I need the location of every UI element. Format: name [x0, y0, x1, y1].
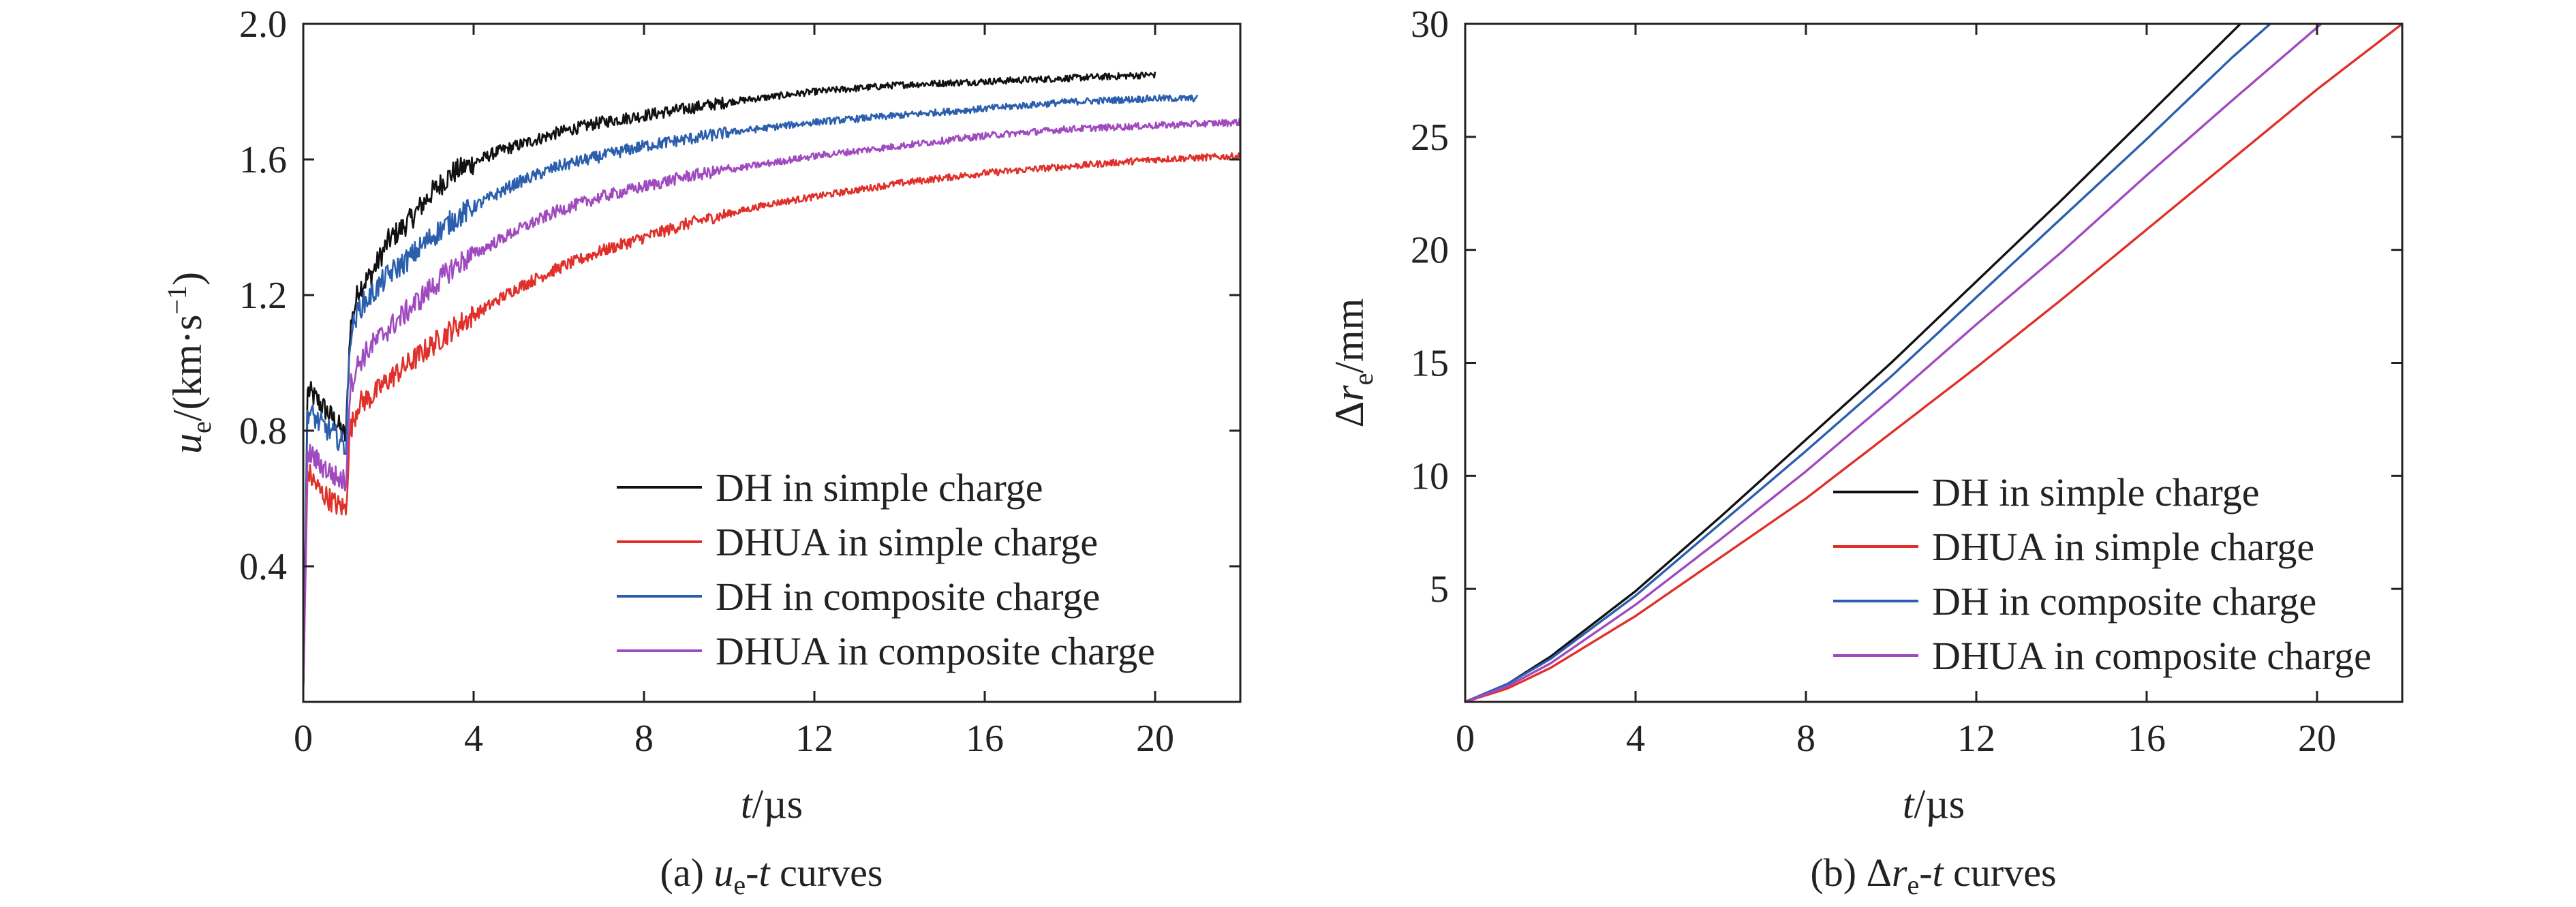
y-tick-label: 1.2: [239, 275, 287, 317]
caption-mid: -: [1919, 850, 1932, 895]
x-axis-title: t/µs: [741, 782, 803, 827]
y-tick-label: 0.4: [239, 546, 287, 588]
x-tick-label: 0: [294, 718, 313, 760]
x-axis-var: t: [741, 782, 753, 827]
legend-label-1: DH in simple charge: [1932, 470, 2260, 514]
caption-var2: t: [758, 850, 771, 895]
x-tick-label: 4: [1626, 718, 1645, 760]
y-axis-sub: e: [186, 421, 217, 433]
legend-label-3: DH in composite charge: [1932, 579, 2316, 624]
panel-a-ue-t-chart: 0 4 8 12 16 200.40.81.21.62.0t/µsue/(km·s−1)D…: [162, 3, 1242, 900]
legend-label-1: DH in simple charge: [716, 465, 1043, 510]
x-axis-unit: /µs: [1914, 782, 1965, 827]
legend-label-4: DHUA in composite charge: [716, 629, 1155, 673]
y-tick-label: 10: [1411, 455, 1449, 497]
caption-var1: r: [1892, 850, 1907, 895]
x-tick-label: 4: [464, 718, 483, 760]
series-line-4: [1465, 24, 2322, 702]
y-axis-sup: −1: [162, 286, 192, 315]
caption-prefix: (a): [660, 850, 714, 895]
x-tick-label: 8: [1796, 718, 1815, 760]
y-tick-label: 25: [1411, 117, 1449, 159]
x-tick-label: 20: [2298, 718, 2336, 760]
legend-label-2: DHUA in simple charge: [716, 520, 1098, 564]
caption-mid: -: [746, 850, 758, 895]
series-line-3: [303, 94, 1199, 696]
x-tick-label: 20: [1136, 718, 1174, 760]
panel-caption: (b) Δre-t curves: [1810, 850, 2056, 900]
y-axis-unit: /(km·s: [165, 315, 210, 422]
series-line-1: [1465, 24, 2241, 702]
legend-label-2: DHUA in simple charge: [1932, 525, 2314, 569]
caption-prefix: (b) Δ: [1810, 850, 1891, 895]
caption-var1: u: [714, 850, 733, 895]
y-axis-unit: /mm: [1327, 298, 1372, 373]
y-axis-var: r: [1327, 385, 1372, 401]
y-axis-title: Δre/mm: [1327, 298, 1379, 428]
x-tick-label: 12: [795, 718, 833, 760]
y-tick-label: 0.8: [239, 410, 287, 452]
y-axis-close: ): [165, 272, 210, 286]
series-line-2: [303, 152, 1240, 696]
x-tick-label: 8: [634, 718, 654, 760]
caption-var2: t: [1933, 850, 1945, 895]
caption-suffix: curves: [770, 850, 883, 895]
legend-label-3: DH in composite charge: [716, 574, 1100, 619]
caption-sub: e: [733, 870, 746, 900]
x-axis-title: t/µs: [1903, 782, 1965, 827]
x-tick-label: 0: [1456, 718, 1475, 760]
caption-sub: e: [1907, 870, 1919, 900]
y-axis-var: u: [165, 433, 210, 454]
panel-caption: (a) ue-t curves: [660, 850, 883, 900]
series-line-1: [303, 72, 1156, 696]
y-tick-label: 20: [1411, 230, 1449, 272]
y-tick-label: 5: [1430, 568, 1449, 611]
series-line-4: [303, 118, 1240, 696]
x-tick-label: 16: [2128, 718, 2166, 760]
x-tick-label: 12: [1957, 718, 1995, 760]
y-tick-label: 30: [1411, 3, 1449, 46]
series-group: [1465, 24, 2402, 702]
series-group: [303, 72, 1240, 696]
series-line-2: [1465, 24, 2402, 702]
series-line-3: [1465, 24, 2271, 702]
legend-label-4: DHUA in composite charge: [1932, 634, 2372, 678]
x-axis-unit: /µs: [752, 782, 803, 827]
y-tick-label: 2.0: [239, 3, 287, 46]
x-axis-var: t: [1903, 782, 1915, 827]
y-tick-label: 1.6: [239, 139, 287, 181]
caption-suffix: curves: [1944, 850, 2057, 895]
plot-frame: [302, 22, 1242, 703]
y-axis-prefix: Δ: [1327, 401, 1372, 428]
y-axis-sub: e: [1348, 373, 1379, 386]
x-tick-label: 16: [966, 718, 1004, 760]
y-axis-title: ue/(km·s−1): [162, 272, 217, 454]
y-tick-label: 15: [1411, 343, 1449, 385]
